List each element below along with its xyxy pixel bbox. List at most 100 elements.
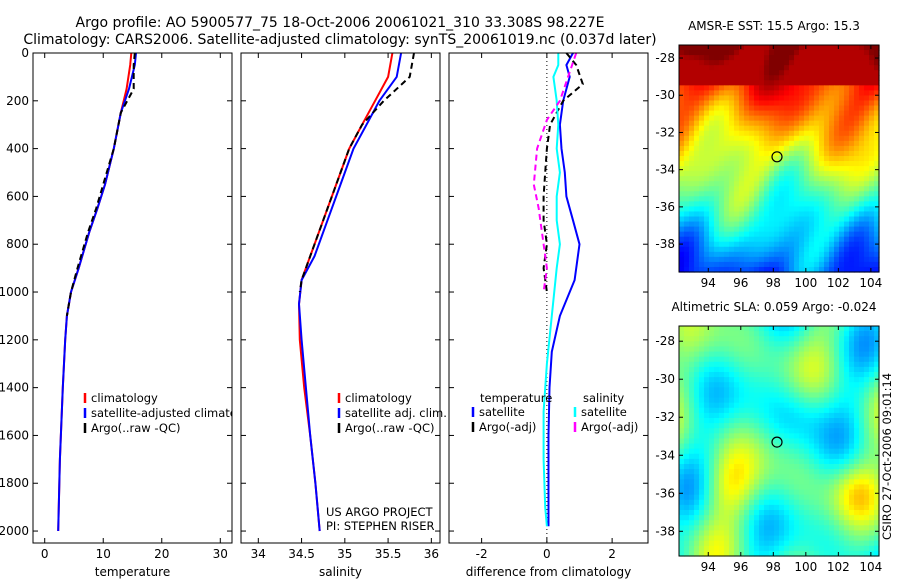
heatmap-cell	[684, 458, 690, 465]
x-tick-label: 100	[794, 560, 817, 574]
heatmap-cell	[789, 438, 795, 445]
heatmap-cell	[689, 530, 695, 537]
heatmap-cell	[774, 85, 780, 91]
heatmap-cell	[824, 231, 830, 238]
heatmap-cell	[774, 155, 780, 162]
heatmap-cell	[839, 331, 845, 337]
heatmap-cell	[709, 145, 715, 152]
heatmap-cell	[834, 135, 840, 142]
series-line-1	[297, 52, 403, 532]
heatmap-cell	[709, 484, 715, 491]
heatmap-cell	[784, 246, 790, 253]
heatmap-cell	[799, 479, 805, 486]
heatmap-cell	[834, 191, 840, 197]
heatmap-cell	[774, 95, 780, 102]
heatmap-cell	[769, 499, 775, 506]
heatmap-cell	[779, 458, 785, 465]
heatmap-cell	[764, 150, 770, 157]
heatmap-cell	[869, 377, 875, 383]
heatmap-cell	[859, 469, 865, 475]
heatmap-cell	[684, 423, 690, 429]
heatmap-cell	[689, 510, 695, 516]
heatmap-cell	[834, 407, 840, 414]
heatmap-cell	[794, 266, 800, 273]
heatmap-cell	[709, 140, 715, 147]
heatmap-cell	[709, 125, 715, 132]
heatmap-cell	[754, 540, 760, 547]
heatmap-cell	[774, 392, 780, 399]
heatmap-cell	[869, 155, 875, 162]
heatmap-cell	[689, 428, 695, 434]
heatmap-cell	[739, 226, 745, 233]
heatmap-cell	[834, 372, 840, 378]
heatmap-cell	[834, 479, 840, 486]
heatmap-cell	[704, 90, 710, 97]
heatmap-cell	[819, 489, 825, 496]
heatmap-cell	[729, 392, 735, 399]
heatmap-cell	[779, 251, 785, 258]
heatmap-cell	[724, 351, 730, 358]
heatmap-cell	[819, 166, 825, 172]
heatmap-cell	[864, 45, 870, 51]
heatmap-cell	[694, 65, 700, 71]
heatmap-cell	[699, 438, 705, 445]
heatmap-cell	[719, 515, 725, 521]
heatmap-cell	[824, 331, 830, 337]
heatmap-cell	[809, 382, 815, 388]
heatmap-cell	[699, 161, 705, 167]
heatmap-cell	[799, 261, 805, 268]
heatmap-cell	[704, 261, 710, 268]
heatmap-cell	[814, 515, 820, 521]
heatmap-cell	[844, 65, 850, 71]
heatmap-cell	[774, 377, 780, 383]
heatmap-cell	[694, 211, 700, 218]
x-tick-label: 96	[733, 276, 748, 290]
heatmap-cell	[844, 433, 850, 440]
heatmap-cell	[794, 100, 800, 107]
heatmap-cell	[784, 181, 790, 187]
heatmap-cell	[769, 90, 775, 97]
heatmap-cell	[754, 326, 760, 332]
heatmap-cell	[699, 196, 705, 202]
heatmap-cell	[709, 155, 715, 162]
heatmap-cell	[684, 95, 690, 102]
heatmap-cell	[809, 90, 815, 97]
heatmap-cell	[789, 453, 795, 460]
series-line-2	[542, 53, 561, 527]
heatmap-cell	[754, 392, 760, 399]
heatmap-cell	[759, 530, 765, 537]
heatmap-cell	[824, 458, 830, 465]
heatmap-cell	[859, 206, 865, 213]
heatmap-cell	[734, 499, 740, 506]
heatmap-cell	[739, 191, 745, 197]
heatmap-cell	[829, 484, 835, 491]
heatmap-cell	[744, 221, 750, 228]
heatmap-cell	[704, 341, 710, 348]
heatmap-cell	[874, 65, 880, 71]
heatmap-cell	[849, 351, 855, 358]
heatmap-cell	[809, 540, 815, 547]
heatmap-cell	[774, 196, 780, 202]
heatmap-cell	[719, 125, 725, 132]
heatmap-cell	[679, 181, 685, 187]
heatmap-cell	[729, 535, 735, 542]
heatmap-cell	[734, 145, 740, 152]
heatmap-cell	[764, 510, 770, 516]
heatmap-cell	[734, 60, 740, 66]
heatmap-cell	[684, 80, 690, 86]
heatmap-cell	[839, 251, 845, 258]
heatmap-cell	[859, 155, 865, 162]
heatmap-cell	[754, 181, 760, 187]
heatmap-cell	[709, 326, 715, 332]
heatmap-cell	[874, 510, 880, 516]
heatmap-cell	[689, 382, 695, 388]
heatmap-cell	[864, 464, 870, 470]
heatmap-cell	[819, 226, 825, 233]
heatmap-cell	[744, 85, 750, 91]
heatmap-cell	[794, 135, 800, 142]
heatmap-cell	[739, 206, 745, 213]
heatmap-cell	[764, 540, 770, 547]
heatmap-cell	[789, 50, 795, 56]
heatmap-cell	[709, 216, 715, 223]
heatmap-cell	[734, 387, 740, 394]
